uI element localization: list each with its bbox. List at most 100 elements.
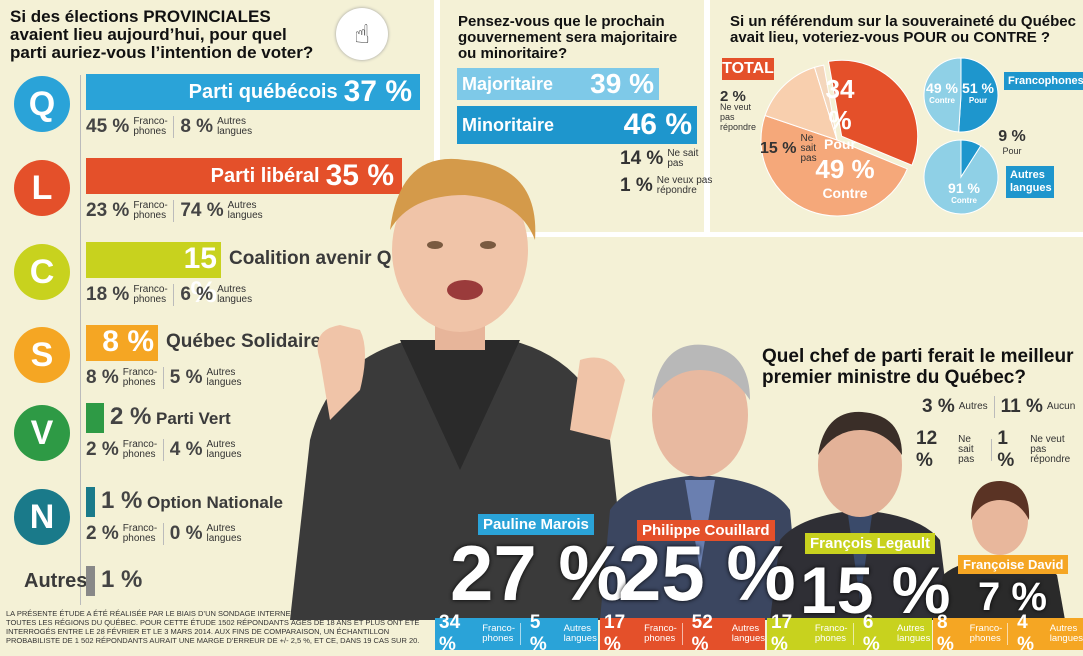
separator [681, 623, 683, 645]
francophones-label: Franco-phones [482, 623, 515, 644]
autres-langues-value: 6 % [180, 284, 214, 305]
separator [519, 623, 521, 645]
pie-nvp-text: Ne veut pas répondre [720, 102, 757, 132]
francophones-label: Franco-phones [969, 623, 1003, 644]
autres-langues-value: 4 % [1017, 612, 1035, 655]
party-name: Parti québécois [188, 80, 338, 103]
q4-nsp: 12 % Ne sait pas 1 % Ne veut pas répondr… [916, 428, 1083, 472]
separator [852, 623, 854, 645]
pie-pour-label: 34 % Pour [812, 74, 868, 152]
leader-percent: 25 % [618, 529, 796, 617]
party-language-breakdown: 2 % Franco-phones 4 % Autres langues [86, 439, 245, 461]
q3-title: Si un référendum sur la souveraineté du … [730, 13, 1076, 46]
separator [162, 367, 164, 389]
autres-langues-value: 74 % [180, 200, 224, 221]
q4-title: Quel chef de parti ferait le meilleur pr… [762, 346, 1074, 388]
francophones-value: 2 % [86, 439, 119, 460]
majoritaire-label: Majoritaire [462, 73, 554, 94]
footnote: LA PRÉSENTE ÉTUDE A ÉTÉ RÉALISÉE PAR LE … [6, 609, 422, 645]
party-percent: 35 % [325, 159, 394, 192]
autres-langues-label: Autres langues [206, 439, 242, 460]
leader-language-strip: 17 % Franco-phones 6 % Autres langues [767, 612, 932, 655]
francophones-label: Franco-phones [644, 623, 677, 644]
leader-percent: 15 % [800, 553, 951, 627]
autres-langues-value: 6 % [862, 612, 880, 655]
q4-nsp-value: 12 % [916, 428, 938, 471]
fr-contre-value: 49 % [926, 80, 958, 96]
party-name: Parti libéral [210, 164, 320, 187]
minoritaire-value: 46 % [623, 108, 692, 141]
party-bar [86, 403, 104, 433]
hand-cursor-icon[interactable]: ☝ [336, 8, 388, 60]
party-percent: 15 % [183, 242, 217, 309]
pie-nsp-value: 15 % [760, 140, 797, 157]
party-percent: 2 % [110, 403, 152, 430]
party-logo-icon: Q [14, 76, 70, 132]
autres-langues-value: 4 % [169, 439, 203, 460]
autres-langues-value: 5 % [529, 612, 547, 655]
leader-language-strip: 17 % Franco-phones 52 % Autres langues [600, 612, 765, 655]
fr-pour-value: 51 % [962, 80, 994, 96]
referendum-al-pie [923, 139, 999, 215]
leader-name-tag: Françoise David [958, 555, 1069, 574]
autres-langues-label: Autres langues [1049, 623, 1083, 644]
majoritaire-value: 39 % [590, 68, 654, 99]
party-bar [86, 242, 221, 278]
q4-aucun-value: 11 % [1000, 396, 1043, 417]
pie-contre-value: 49 % [815, 154, 875, 184]
leader-name-tag: Pauline Marois [478, 514, 594, 535]
leader-name-tag: Philippe Couillard [637, 520, 775, 541]
autres-langues-label: Autres langues [217, 116, 253, 137]
al-pour-value: 9 % [998, 128, 1026, 145]
panel-divider [434, 0, 440, 235]
party-logo-icon: V [14, 405, 70, 461]
francophones-label: Franco-phones [133, 200, 168, 221]
autres-langues-value: 0 % [169, 523, 203, 544]
autres-row-label: Autres [24, 570, 88, 592]
party-language-breakdown: 23 % Franco-phones 74 % Autres langues [86, 200, 266, 222]
francophones-label: Franco-phones [814, 623, 848, 644]
minoritaire-label: Minoritaire [462, 114, 555, 135]
q2-nsp: 14 % Ne sait pas [620, 148, 707, 170]
pie-slice [760, 114, 908, 217]
pie-nvp-label: 2 % Ne veut pas répondre [720, 89, 760, 132]
al-pour-label: 9 % Pour [998, 128, 1026, 156]
pie-nsp-label: 15 % Ne sait pas [760, 134, 830, 164]
autres-langues-value: 52 % [691, 612, 713, 655]
autres-langues-label: Autres langues [227, 200, 263, 221]
pie-slice [813, 64, 838, 141]
total-badge: TOTAL [722, 58, 774, 80]
francophones-value: 34 % [439, 612, 461, 655]
leader-percent: 27 % [450, 529, 628, 617]
autres-langues-label: Autres langues [206, 523, 242, 544]
francophones-value: 2 % [86, 523, 119, 544]
francophones-badge: Francophones [1004, 72, 1083, 90]
majoritaire-bar: Majoritaire 39 % [457, 68, 659, 100]
party-percent: 1 % [101, 566, 143, 593]
party-logo-icon: L [14, 160, 70, 216]
fr-contre-label: 49 % Contre [926, 80, 958, 105]
francophones-value: 45 % [86, 116, 130, 137]
party-name: Québec Solidaire [166, 331, 322, 352]
party-logo-icon: C [14, 244, 70, 300]
logo-rule [80, 75, 81, 605]
panel-divider [704, 0, 710, 235]
pie-nsp-text: Ne sait pas [800, 133, 817, 164]
q4-autres-value: 3 % [922, 396, 955, 417]
francophones-label: Franco-phones [122, 367, 158, 388]
q4-aucun-label: Aucun [1046, 401, 1076, 412]
party-name: Option Nationale [147, 493, 283, 512]
party-bar [86, 325, 158, 361]
autres-langues-label: Autres langues [206, 367, 242, 388]
separator [173, 116, 175, 138]
francophones-label: Franco-phones [133, 284, 168, 305]
francophones-value: 17 % [604, 612, 626, 655]
pie-slice [958, 57, 999, 133]
q4-nvp-value: 1 % [997, 428, 1015, 471]
party-language-breakdown: 8 % Franco-phones 5 % Autres langues [86, 367, 245, 389]
pie-slice [827, 59, 919, 166]
pie-contre-text: Contre [822, 185, 868, 201]
leader-percent: 7 % [978, 575, 1047, 619]
pie-slice [923, 139, 999, 215]
francophones-value: 17 % [771, 612, 793, 655]
